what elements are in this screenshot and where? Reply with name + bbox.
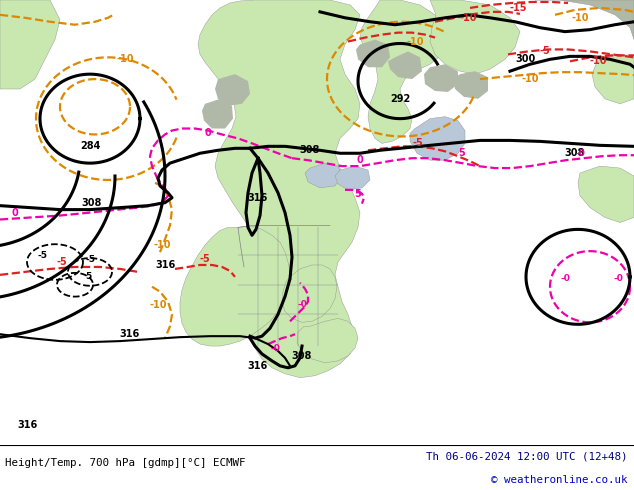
Text: 300: 300 bbox=[515, 54, 535, 64]
Polygon shape bbox=[578, 166, 634, 222]
Polygon shape bbox=[424, 64, 458, 92]
Polygon shape bbox=[356, 40, 390, 67]
Text: 5: 5 bbox=[458, 148, 465, 158]
Text: © weatheronline.co.uk: © weatheronline.co.uk bbox=[491, 475, 628, 485]
Text: -10: -10 bbox=[589, 56, 607, 66]
Polygon shape bbox=[202, 99, 233, 128]
Text: 308: 308 bbox=[82, 197, 102, 208]
Polygon shape bbox=[215, 74, 250, 106]
Polygon shape bbox=[282, 265, 337, 322]
Text: 316: 316 bbox=[155, 260, 175, 270]
Text: 5: 5 bbox=[354, 189, 361, 199]
Polygon shape bbox=[0, 0, 60, 89]
Polygon shape bbox=[198, 0, 360, 378]
Text: -10: -10 bbox=[459, 13, 477, 23]
Text: -0: -0 bbox=[270, 343, 280, 352]
Text: 0: 0 bbox=[356, 155, 363, 165]
Text: -5: -5 bbox=[85, 254, 95, 264]
Text: -10: -10 bbox=[571, 13, 589, 23]
Polygon shape bbox=[592, 54, 634, 104]
Text: -0: -0 bbox=[613, 274, 623, 283]
Text: -15: -15 bbox=[509, 3, 527, 13]
Text: 316: 316 bbox=[248, 361, 268, 371]
Text: -5: -5 bbox=[56, 257, 67, 267]
Text: Th 06-06-2024 12:00 UTC (12+48): Th 06-06-2024 12:00 UTC (12+48) bbox=[426, 451, 628, 461]
Text: -0: -0 bbox=[575, 149, 585, 158]
Text: 308: 308 bbox=[565, 148, 585, 158]
Text: -5: -5 bbox=[37, 250, 47, 260]
Polygon shape bbox=[180, 225, 290, 346]
Text: 292: 292 bbox=[390, 94, 410, 104]
Text: -0: -0 bbox=[297, 300, 307, 309]
Polygon shape bbox=[410, 117, 465, 160]
Text: -5: -5 bbox=[200, 254, 210, 264]
Text: 284: 284 bbox=[80, 141, 100, 151]
Text: 0: 0 bbox=[205, 128, 211, 139]
Polygon shape bbox=[297, 318, 358, 363]
Text: 316: 316 bbox=[18, 420, 38, 430]
Text: -5: -5 bbox=[540, 47, 550, 56]
Text: -10: -10 bbox=[149, 299, 167, 310]
Polygon shape bbox=[335, 166, 370, 190]
Text: -0: -0 bbox=[560, 274, 570, 283]
Polygon shape bbox=[388, 51, 422, 79]
Polygon shape bbox=[430, 0, 520, 74]
Text: 316: 316 bbox=[120, 329, 140, 339]
Text: -10: -10 bbox=[521, 74, 539, 84]
Text: 0: 0 bbox=[11, 208, 18, 218]
Text: -10: -10 bbox=[116, 54, 134, 64]
Text: 316: 316 bbox=[248, 193, 268, 203]
Polygon shape bbox=[453, 71, 488, 99]
Polygon shape bbox=[360, 0, 448, 144]
Polygon shape bbox=[535, 0, 634, 40]
Text: Height/Temp. 700 hPa [gdmp][°C] ECMWF: Height/Temp. 700 hPa [gdmp][°C] ECMWF bbox=[5, 458, 245, 468]
Text: -10: -10 bbox=[153, 240, 171, 250]
Polygon shape bbox=[305, 163, 342, 188]
Text: 308: 308 bbox=[300, 145, 320, 155]
Text: -10: -10 bbox=[406, 37, 424, 47]
Text: 5: 5 bbox=[85, 272, 91, 281]
Text: 308: 308 bbox=[292, 351, 312, 361]
Text: -5: -5 bbox=[413, 138, 424, 148]
